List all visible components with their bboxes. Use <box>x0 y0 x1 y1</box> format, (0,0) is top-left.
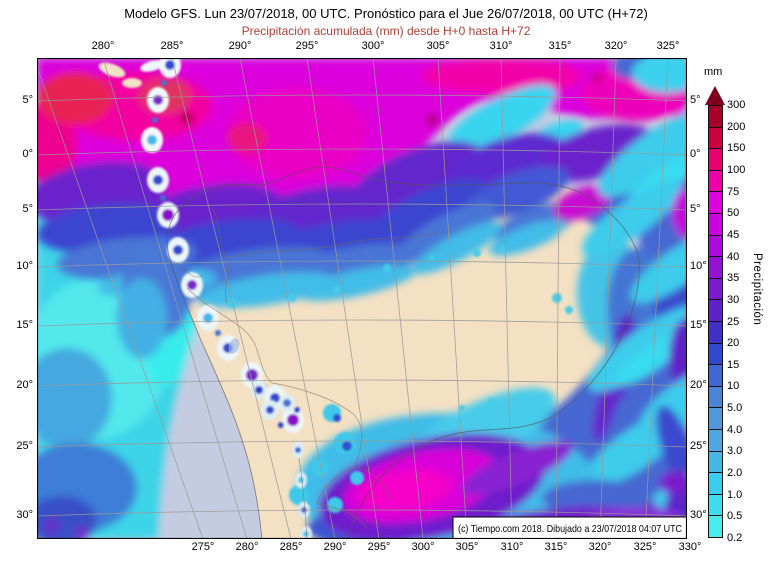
axis-label-left: 5° <box>22 203 33 215</box>
axis-label-bottom: 285° <box>279 541 303 553</box>
colorbar-segment <box>709 299 722 321</box>
colorbar-tick-label: 4.0 <box>727 423 743 436</box>
page-title: Modelo GFS. Lun 23/07/2018, 00 UTC. Pron… <box>124 6 648 21</box>
colorbar-segment <box>709 277 722 300</box>
axis-label-top: 300° <box>361 40 385 52</box>
colorbar-tick-label: 50 <box>727 207 740 220</box>
axis-label-right: 10° <box>690 260 707 272</box>
axis-label-bottom: 280° <box>235 541 259 553</box>
axis-label-top: 280° <box>91 40 115 52</box>
colorbar-segment <box>709 234 722 257</box>
axis-label-right: 5° <box>690 94 701 106</box>
axis-label-left: 0° <box>22 148 33 160</box>
colorbar-segment <box>709 191 722 213</box>
colorbar-tick-label: 40 <box>727 250 740 263</box>
axis-label-bottom: 310° <box>500 541 524 553</box>
copyright-text: (c) Tiempo.com 2018. Dibujado a 23/07/20… <box>458 523 682 535</box>
axis-label-right: 30° <box>690 509 707 521</box>
colorbar-tick-label: 75 <box>727 185 740 198</box>
page-subtitle: Precipitación acumulada (mm) desde H+0 h… <box>241 24 531 38</box>
colorbar-tick-label: 35 <box>727 272 740 285</box>
axis-label-left: 20° <box>16 379 33 391</box>
colorbar-segment <box>709 148 722 170</box>
colorbar <box>708 105 723 538</box>
axis-label-top: 295° <box>295 40 319 52</box>
colorbar-segment <box>709 428 722 451</box>
colorbar-segment <box>709 126 722 149</box>
colorbar-segment <box>709 169 722 192</box>
axis-label-right: 5° <box>690 203 701 215</box>
colorbar-tick-label: 45 <box>727 228 740 241</box>
colorbar-segment <box>709 385 722 408</box>
axis-label-right: 0° <box>690 148 701 160</box>
colorbar-tick-label: 0.2 <box>727 532 743 544</box>
map-frame <box>37 58 687 539</box>
axis-label-right: 25° <box>690 440 707 452</box>
axis-label-bottom: 325° <box>633 541 657 553</box>
coastline-borders <box>166 166 640 539</box>
colorbar-tick-label: 10 <box>727 380 740 393</box>
axis-label-top: 320° <box>604 40 628 52</box>
colorbar-tick-label: 3.0 <box>727 445 743 458</box>
colorbar-unit-label: mm <box>704 66 723 78</box>
graticule <box>37 58 687 539</box>
colorbar-tick-label: 30 <box>727 293 740 306</box>
axis-label-right: 15° <box>690 319 707 331</box>
axis-label-bottom: 305° <box>455 541 479 553</box>
axis-label-bottom: 300° <box>411 541 435 553</box>
axis-label-bottom: 290° <box>323 541 347 553</box>
map-canvas: (c) Tiempo.com 2018. Dibujado a 23/07/20… <box>37 58 687 539</box>
colorbar-segment <box>709 256 722 278</box>
axis-label-right: 20° <box>690 379 707 391</box>
colorbar-tick-label: 25 <box>727 315 740 328</box>
axis-label-top: 310° <box>489 40 513 52</box>
colorbar-overflow-arrow <box>705 86 725 105</box>
colorbar-tick-label: 150 <box>727 142 746 155</box>
axis-label-top: 285° <box>160 40 184 52</box>
axis-label-bottom: 275° <box>191 541 215 553</box>
axis-label-left: 5° <box>22 94 33 106</box>
axis-label-left: 30° <box>16 509 33 521</box>
axis-label-left: 10° <box>16 260 33 272</box>
colorbar-tick-label: 300 <box>727 99 746 111</box>
axis-label-top: 290° <box>228 40 252 52</box>
axis-label-bottom: 320° <box>588 541 612 553</box>
colorbar-segment <box>709 450 722 473</box>
colorbar-tick-label: 100 <box>727 163 746 176</box>
axis-label-left: 15° <box>16 319 33 331</box>
colorbar-tick-label: 200 <box>727 120 746 133</box>
axis-label-bottom: 315° <box>544 541 568 553</box>
colorbar-segment <box>709 212 722 235</box>
axis-label-bottom: 295° <box>367 541 391 553</box>
colorbar-segment <box>709 320 722 343</box>
colorbar-segment <box>709 364 722 386</box>
axis-label-top: 325° <box>656 40 680 52</box>
colorbar-tick-label: 0.5 <box>727 510 743 523</box>
axis-label-top: 315° <box>548 40 572 52</box>
copyright-box: (c) Tiempo.com 2018. Dibujado a 23/07/20… <box>452 516 687 539</box>
axis-label-left: 25° <box>16 440 33 452</box>
axis-label-bottom: 330° <box>678 541 702 553</box>
colorbar-tick-label: 1.0 <box>727 488 743 501</box>
colorbar-tick-label: 20 <box>727 337 740 350</box>
colorbar-tick-label: 2.0 <box>727 467 743 480</box>
colorbar-tick-label: 15 <box>727 358 740 371</box>
colorbar-segment <box>709 515 722 537</box>
colorbar-segment <box>709 472 722 494</box>
colorbar-tick-label: 5.0 <box>727 402 743 415</box>
colorbar-segment <box>709 342 722 365</box>
colorbar-segment <box>709 493 722 516</box>
axis-label-top: 305° <box>426 40 450 52</box>
colorbar-axis-title: Precipitación <box>751 253 763 326</box>
colorbar-segment <box>709 407 722 429</box>
colorbar-segment <box>709 106 722 127</box>
map-area: (c) Tiempo.com 2018. Dibujado a 23/07/20… <box>37 58 687 539</box>
